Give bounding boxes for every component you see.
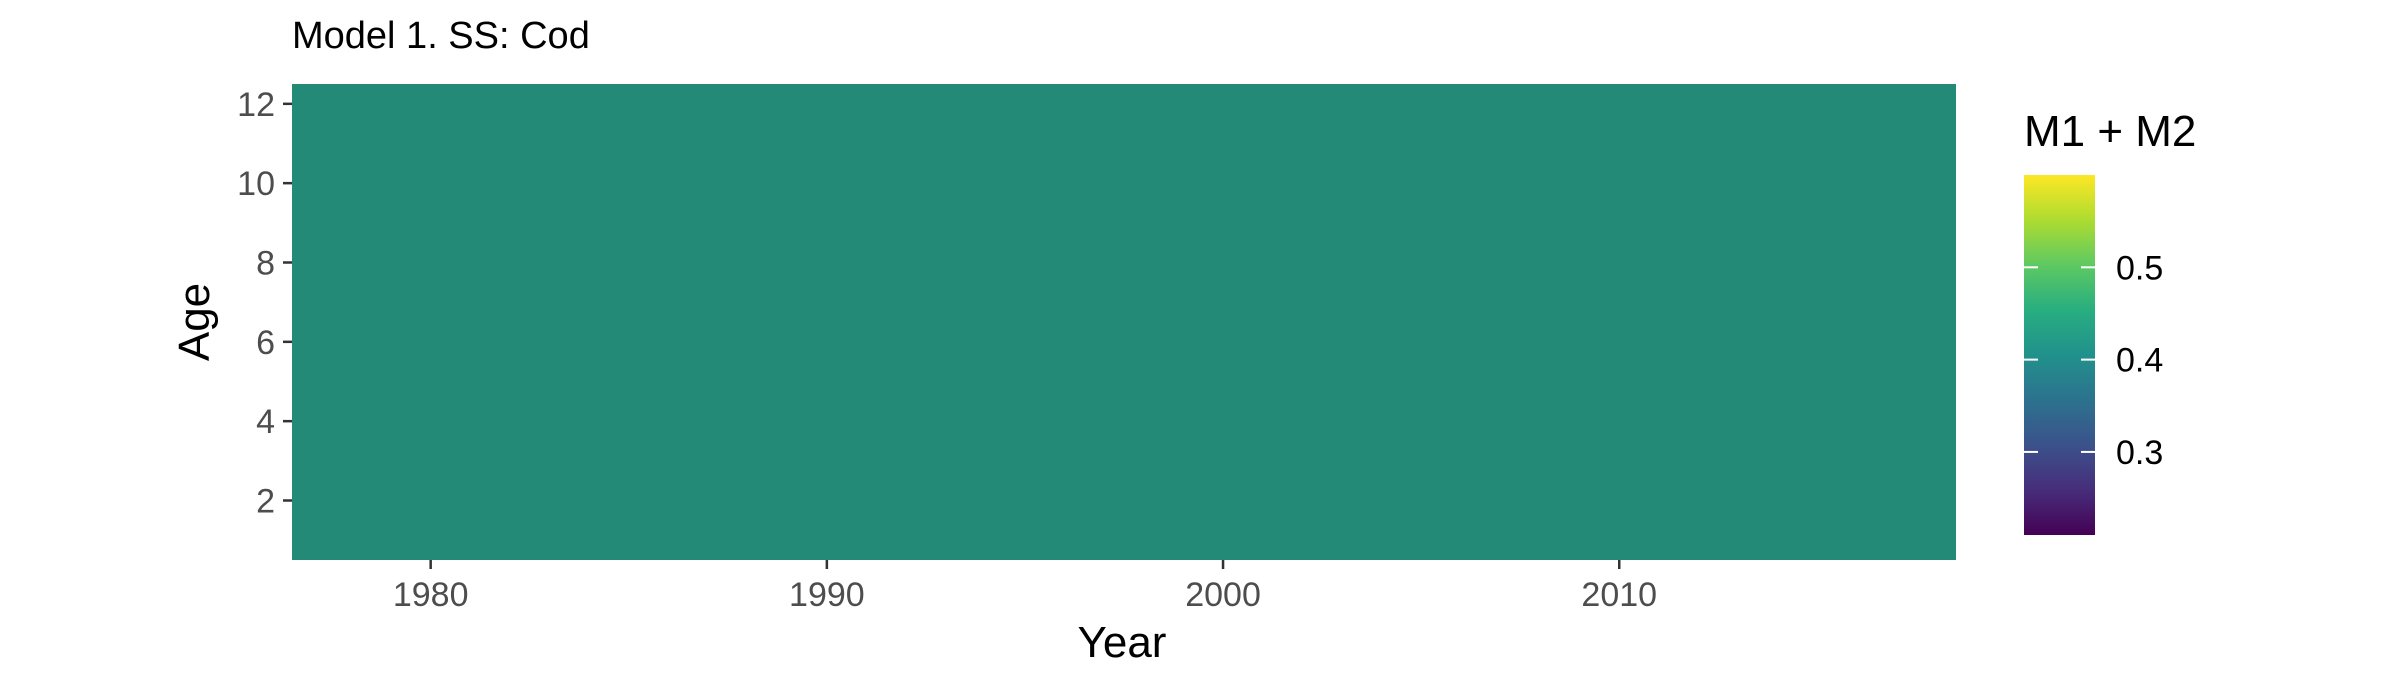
x-axis: 1980 1990 2000 2010 bbox=[393, 560, 1657, 614]
legend-title: M1 + M2 bbox=[2024, 107, 2196, 156]
y-tick-label: 8 bbox=[256, 245, 275, 283]
x-tick-label: 1990 bbox=[789, 576, 865, 614]
y-axis-title: Age bbox=[170, 283, 219, 361]
y-tick-label: 6 bbox=[256, 324, 275, 362]
y-tick-label: 10 bbox=[237, 165, 275, 203]
x-tick-label: 1980 bbox=[393, 576, 469, 614]
x-axis-title: Year bbox=[1078, 618, 1167, 667]
legend-tick-label: 0.5 bbox=[2116, 249, 2163, 287]
y-axis: 2 4 6 8 10 12 bbox=[237, 86, 292, 521]
y-tick-label: 12 bbox=[237, 86, 275, 124]
chart-title: Model 1. SS: Cod bbox=[292, 15, 590, 57]
x-tick-label: 2000 bbox=[1185, 576, 1261, 614]
y-tick-label: 4 bbox=[256, 403, 275, 441]
x-tick-label: 2010 bbox=[1581, 576, 1657, 614]
y-tick-label: 2 bbox=[256, 483, 275, 521]
legend-tick-label: 0.4 bbox=[2116, 342, 2163, 380]
color-legend: M1 + M2 0.3 0.4 0.5 bbox=[2024, 107, 2196, 535]
legend-tick-label: 0.3 bbox=[2116, 434, 2163, 472]
heatmap-fill bbox=[292, 84, 1956, 560]
legend-ticks: 0.3 0.4 0.5 bbox=[2024, 249, 2163, 472]
legend-colorbar bbox=[2024, 175, 2095, 535]
plot-panel bbox=[292, 84, 1956, 560]
